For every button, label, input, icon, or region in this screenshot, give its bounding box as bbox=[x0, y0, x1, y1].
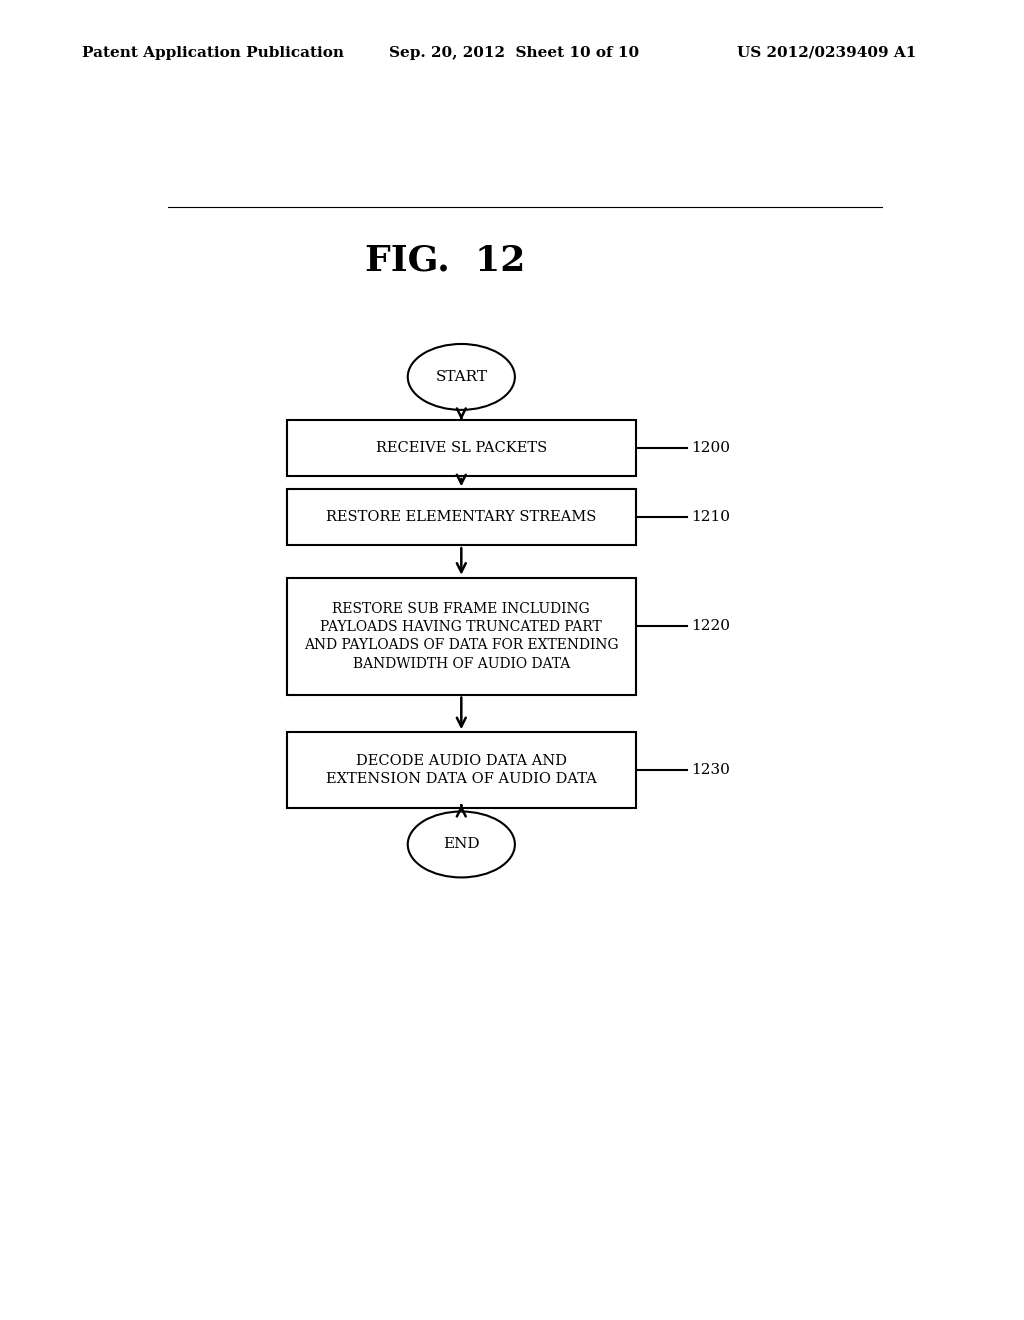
FancyBboxPatch shape bbox=[287, 578, 636, 694]
Text: RESTORE ELEMENTARY STREAMS: RESTORE ELEMENTARY STREAMS bbox=[326, 511, 597, 524]
Text: RECEIVE SL PACKETS: RECEIVE SL PACKETS bbox=[376, 441, 547, 455]
Text: RESTORE SUB FRAME INCLUDING
PAYLOADS HAVING TRUNCATED PART
AND PAYLOADS OF DATA : RESTORE SUB FRAME INCLUDING PAYLOADS HAV… bbox=[304, 602, 618, 671]
Text: US 2012/0239409 A1: US 2012/0239409 A1 bbox=[737, 46, 916, 59]
FancyBboxPatch shape bbox=[287, 490, 636, 545]
Text: 1230: 1230 bbox=[691, 763, 730, 777]
FancyBboxPatch shape bbox=[287, 733, 636, 808]
Text: Sep. 20, 2012  Sheet 10 of 10: Sep. 20, 2012 Sheet 10 of 10 bbox=[389, 46, 639, 59]
Ellipse shape bbox=[408, 812, 515, 878]
Text: Patent Application Publication: Patent Application Publication bbox=[82, 46, 344, 59]
Ellipse shape bbox=[408, 345, 515, 411]
Text: FIG.  12: FIG. 12 bbox=[366, 243, 525, 277]
Text: 1210: 1210 bbox=[691, 511, 730, 524]
Text: 1200: 1200 bbox=[691, 441, 730, 455]
Text: DECODE AUDIO DATA AND
EXTENSION DATA OF AUDIO DATA: DECODE AUDIO DATA AND EXTENSION DATA OF … bbox=[326, 754, 597, 787]
Text: START: START bbox=[435, 370, 487, 384]
FancyBboxPatch shape bbox=[287, 420, 636, 477]
Text: END: END bbox=[443, 837, 479, 851]
Text: 1220: 1220 bbox=[691, 619, 730, 634]
